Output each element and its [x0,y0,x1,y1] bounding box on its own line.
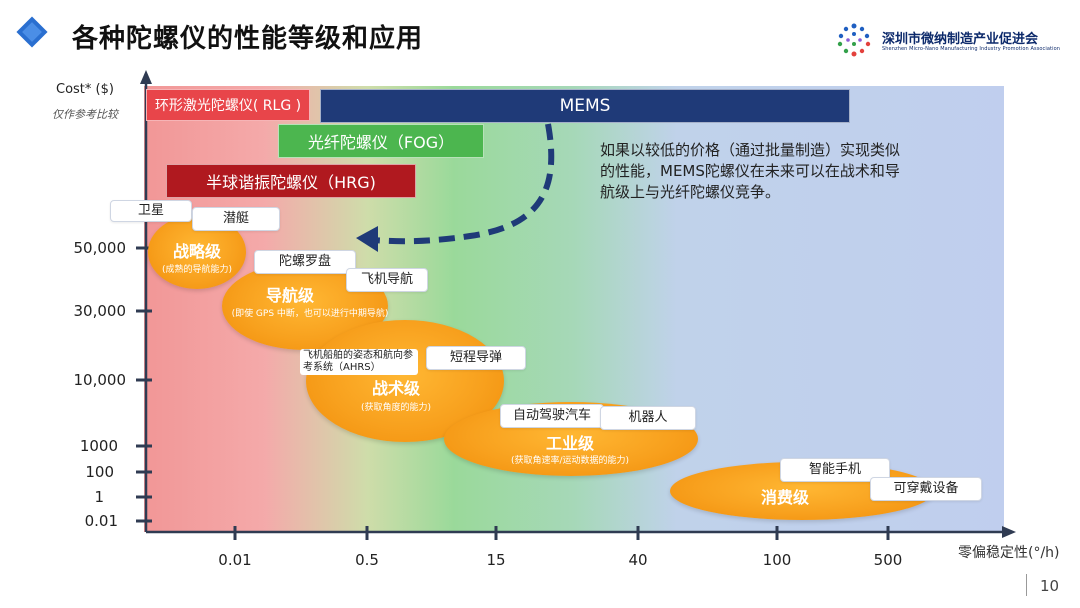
application-tag: 飞机船舶的姿态和航向参考系统（AHRS） [300,349,418,375]
grade-note: (获取角速率/运动数据的能力) [510,456,630,466]
grade-label: 战术级 [371,379,420,398]
y-axis-note: 仅作参考比较 [52,108,118,121]
application-tag-text: 飞机船舶的姿态和航向参考系统（AHRS） [303,350,413,373]
grade-note: (成熟的导航能力) [161,265,233,275]
application-tag: 潜艇 [192,207,280,231]
y-tick-label: 100 [85,463,114,481]
application-tag: 短程导弹 [426,346,526,370]
x-axis-label: 零偏稳定性(°/h) [958,545,1060,561]
grade-note: (即使 GPS 中断，也可以进行中期导航) [231,309,389,319]
application-tag: 自动驾驶汽车 [500,404,604,428]
x-tick-label: 0.01 [218,551,252,569]
y-tick-label: 0.01 [84,512,118,530]
x-tick-label: 100 [762,551,792,569]
logo-subtitle: Shenzhen Micro-Nano Manufacturing Indust… [882,46,1061,52]
x-tick-label: 500 [873,551,903,569]
y-tick-label: 50,000 [73,239,127,257]
tech-bar-mems: MEMS [320,89,850,123]
application-tag: 机器人 [600,406,696,430]
title-diamond-icon [16,16,48,48]
tech-bar-hrg: 半球谐振陀螺仪（HRG) [166,164,416,198]
logo-text: 深圳市微纳制造产业促进会 [882,32,1039,47]
page-divider [1026,574,1027,596]
y-tick-label: 1 [94,488,104,506]
grade-note: (获取角度的能力) [360,403,432,413]
association-logo-icon [837,23,871,57]
mems-callout-text: 如果以较低的价格（通过批量制造）实现类似的性能，MEMS陀螺仪在未来可以在战术和… [600,141,901,201]
y-tick-label: 1000 [79,437,118,455]
page-number: 10 [1040,577,1060,595]
grade-label: 工业级 [545,434,594,453]
x-tick-label: 15 [486,551,506,569]
grade-label: 消费级 [760,488,809,507]
application-tag: 陀螺罗盘 [254,250,356,274]
application-tag: 卫星 [110,200,192,222]
x-tick-label: 40 [628,551,648,569]
tech-bar-fog: 光纤陀螺仪（FOG） [278,124,484,158]
y-tick-label: 10,000 [73,371,127,389]
y-tick-label: 30,000 [73,302,127,320]
page-title: 各种陀螺仪的性能等级和应用 [72,24,424,54]
application-tag: 飞机导航 [346,268,428,292]
grade-label: 战略级 [172,242,221,261]
application-tag: 可穿戴设备 [870,477,982,501]
x-tick-label: 0.5 [355,551,379,569]
y-axis-label: Cost* ($) [56,82,114,97]
tech-bar-rlg: 环形激光陀螺仪( RLG ) [146,89,310,121]
grade-label: 导航级 [265,286,314,305]
